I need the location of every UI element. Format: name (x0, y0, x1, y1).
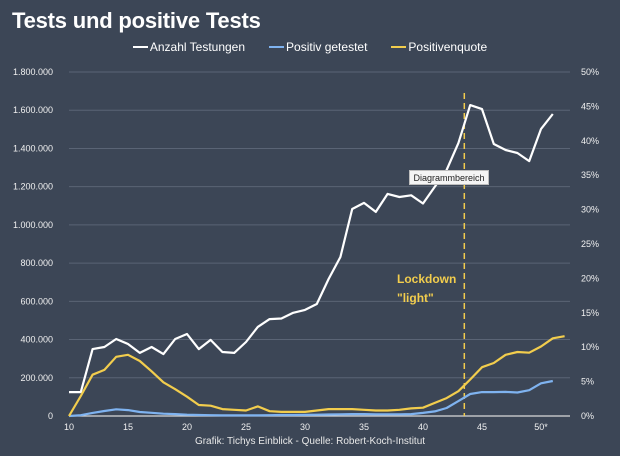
series-lines (68, 103, 565, 418)
legend-label-positive: Positiv getestet (286, 40, 368, 54)
x-tick-label: 30 (300, 422, 310, 432)
legend-item-rate: Positivenquote (391, 40, 487, 54)
tooltip-chart-area: Diagrammbereich (409, 170, 489, 185)
x-tick-label: 35 (359, 422, 369, 432)
legend-swatch-tests (132, 46, 148, 48)
legend-label-tests: Anzahl Testungen (149, 40, 246, 54)
y-axis-left: 0 200.000 400.000 600.000 800.000 1.000.000 1.… (13, 67, 53, 421)
y-left-tick-label: 0 (48, 411, 53, 421)
chart-title: Tests und positive Tests (12, 8, 261, 33)
y-right-tick-label: 45% (581, 101, 599, 111)
y-right-tick-label: 0% (581, 411, 594, 421)
series-line-rate (68, 335, 565, 417)
x-tick-label: 50* (534, 422, 548, 432)
y-left-tick-label: 1.200.000 (13, 182, 53, 192)
gridlines (69, 71, 570, 417)
y-right-tick-label: 25% (581, 239, 599, 249)
y-left-tick-label: 400.000 (20, 335, 53, 345)
y-right-tick-label: 35% (581, 170, 599, 180)
y-left-tick-label: 200.000 (20, 373, 53, 383)
x-axis: 10 15 20 25 30 35 40 45 50* (64, 422, 548, 432)
legend-label-rate: Positivenquote (408, 40, 488, 54)
y-left-tick-label: 1.000.000 (13, 220, 53, 230)
x-tick-label: 40 (418, 422, 428, 432)
lockdown-label-line1: Lockdown (397, 272, 456, 286)
y-right-tick-label: 15% (581, 308, 599, 318)
series-line-tests (69, 103, 554, 394)
legend-item-tests: Anzahl Testungen (132, 40, 246, 54)
source-note: Grafik: Tichys Einblick - Quelle: Robert… (194, 436, 426, 447)
series-line-positive (68, 379, 554, 418)
y-axis-right: 0% 5% 10% 15% 20% 25% 30% 35% 40% 45% 50% (581, 67, 599, 421)
x-tick-label: 25 (241, 422, 251, 432)
y-right-tick-label: 5% (581, 377, 594, 387)
y-left-tick-label: 1.600.000 (13, 105, 53, 115)
legend: Anzahl Testungen Positiv getestet Positi… (0, 40, 620, 54)
y-right-tick-label: 10% (581, 342, 599, 352)
legend-swatch-rate (391, 46, 407, 48)
y-left-tick-label: 600.000 (20, 296, 53, 306)
legend-swatch-positive (269, 46, 285, 48)
y-right-tick-label: 20% (581, 273, 599, 283)
y-left-tick-label: 800.000 (20, 258, 53, 268)
y-right-tick-label: 30% (581, 205, 599, 215)
x-tick-label: 10 (64, 422, 74, 432)
legend-item-positive: Positiv getestet (269, 40, 367, 54)
x-tick-label: 45 (477, 422, 487, 432)
y-right-tick-label: 50% (581, 67, 599, 77)
x-tick-label: 15 (123, 422, 133, 432)
y-left-tick-label: 1.800.000 (13, 67, 53, 77)
y-right-tick-label: 40% (581, 136, 599, 146)
x-tick-label: 20 (182, 422, 192, 432)
y-left-tick-label: 1.400.000 (13, 143, 53, 153)
lockdown-label-line2: "light" (397, 291, 434, 305)
